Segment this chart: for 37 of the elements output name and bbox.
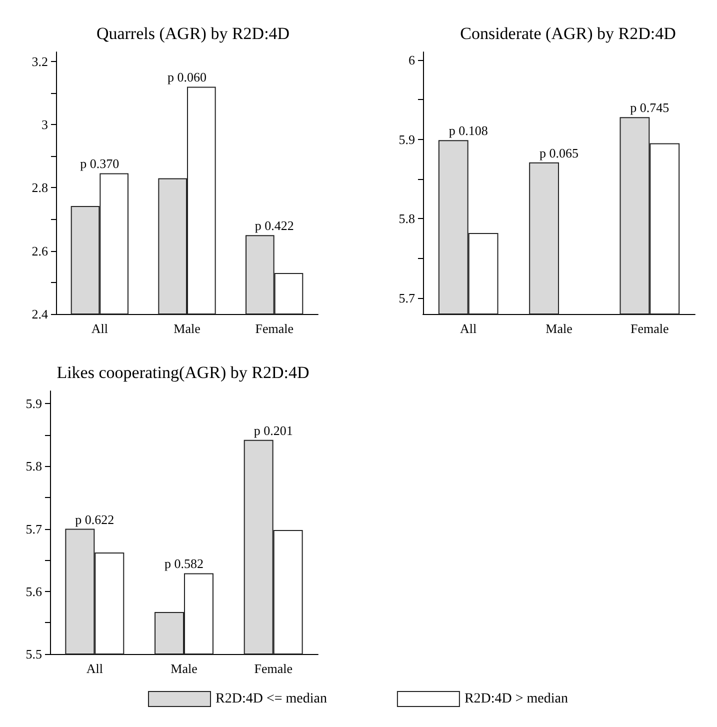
x-tick-label: All xyxy=(91,321,108,336)
annotation: p 0.370 xyxy=(80,156,120,172)
legend-label: R2D:4D > median xyxy=(464,692,568,706)
y-tick-label: 5.5 xyxy=(26,646,42,662)
y-tick-label: 2.8 xyxy=(32,180,48,196)
y-tick-label: 2.4 xyxy=(32,306,48,322)
x-tick-label: Female xyxy=(255,321,294,336)
x-tick-label: Male xyxy=(546,321,573,336)
y-tick-label: 5.9 xyxy=(26,396,42,412)
y-tick-label: 5.7 xyxy=(26,521,42,536)
y-tick-label: 2.6 xyxy=(32,243,48,258)
x-tick-label: All xyxy=(86,661,104,676)
annotation: p 0.622 xyxy=(75,512,114,527)
y-tick-label: 6 xyxy=(408,52,416,68)
legend-label: R2D:4D <= median xyxy=(216,692,327,706)
chart-title: Quarrels (AGR) by R2D:4D xyxy=(96,24,290,43)
annotation: p 0.065 xyxy=(540,145,578,160)
y-tick-label: 5.8 xyxy=(398,211,415,226)
annotation: p 0.108 xyxy=(448,123,488,138)
annotation: p 0.422 xyxy=(254,218,294,234)
y-tick-label: 5.7 xyxy=(398,290,416,306)
annotation: p 0.745 xyxy=(630,100,670,116)
y-tick-label: 3.2 xyxy=(32,54,48,69)
y-tick-label: 3 xyxy=(42,117,48,132)
x-tick-label: Female xyxy=(630,321,670,336)
y-tick-label: 5.9 xyxy=(398,132,415,147)
x-tick-label: Male xyxy=(170,661,198,676)
chart-title: Likes cooperating(AGR) by R2D:4D xyxy=(56,363,310,382)
y-tick-label: 5.8 xyxy=(26,458,42,474)
annotation: p 0.060 xyxy=(168,70,206,85)
chart-title: Considerate (AGR) by R2D:4D xyxy=(460,24,676,43)
x-tick-label: Male xyxy=(174,321,201,336)
annotation: p 0.201 xyxy=(254,422,293,438)
x-tick-label: All xyxy=(460,321,478,336)
annotation: p 0.582 xyxy=(164,556,204,572)
y-tick-label: 5.6 xyxy=(26,584,42,599)
x-tick-label: Female xyxy=(254,661,293,676)
